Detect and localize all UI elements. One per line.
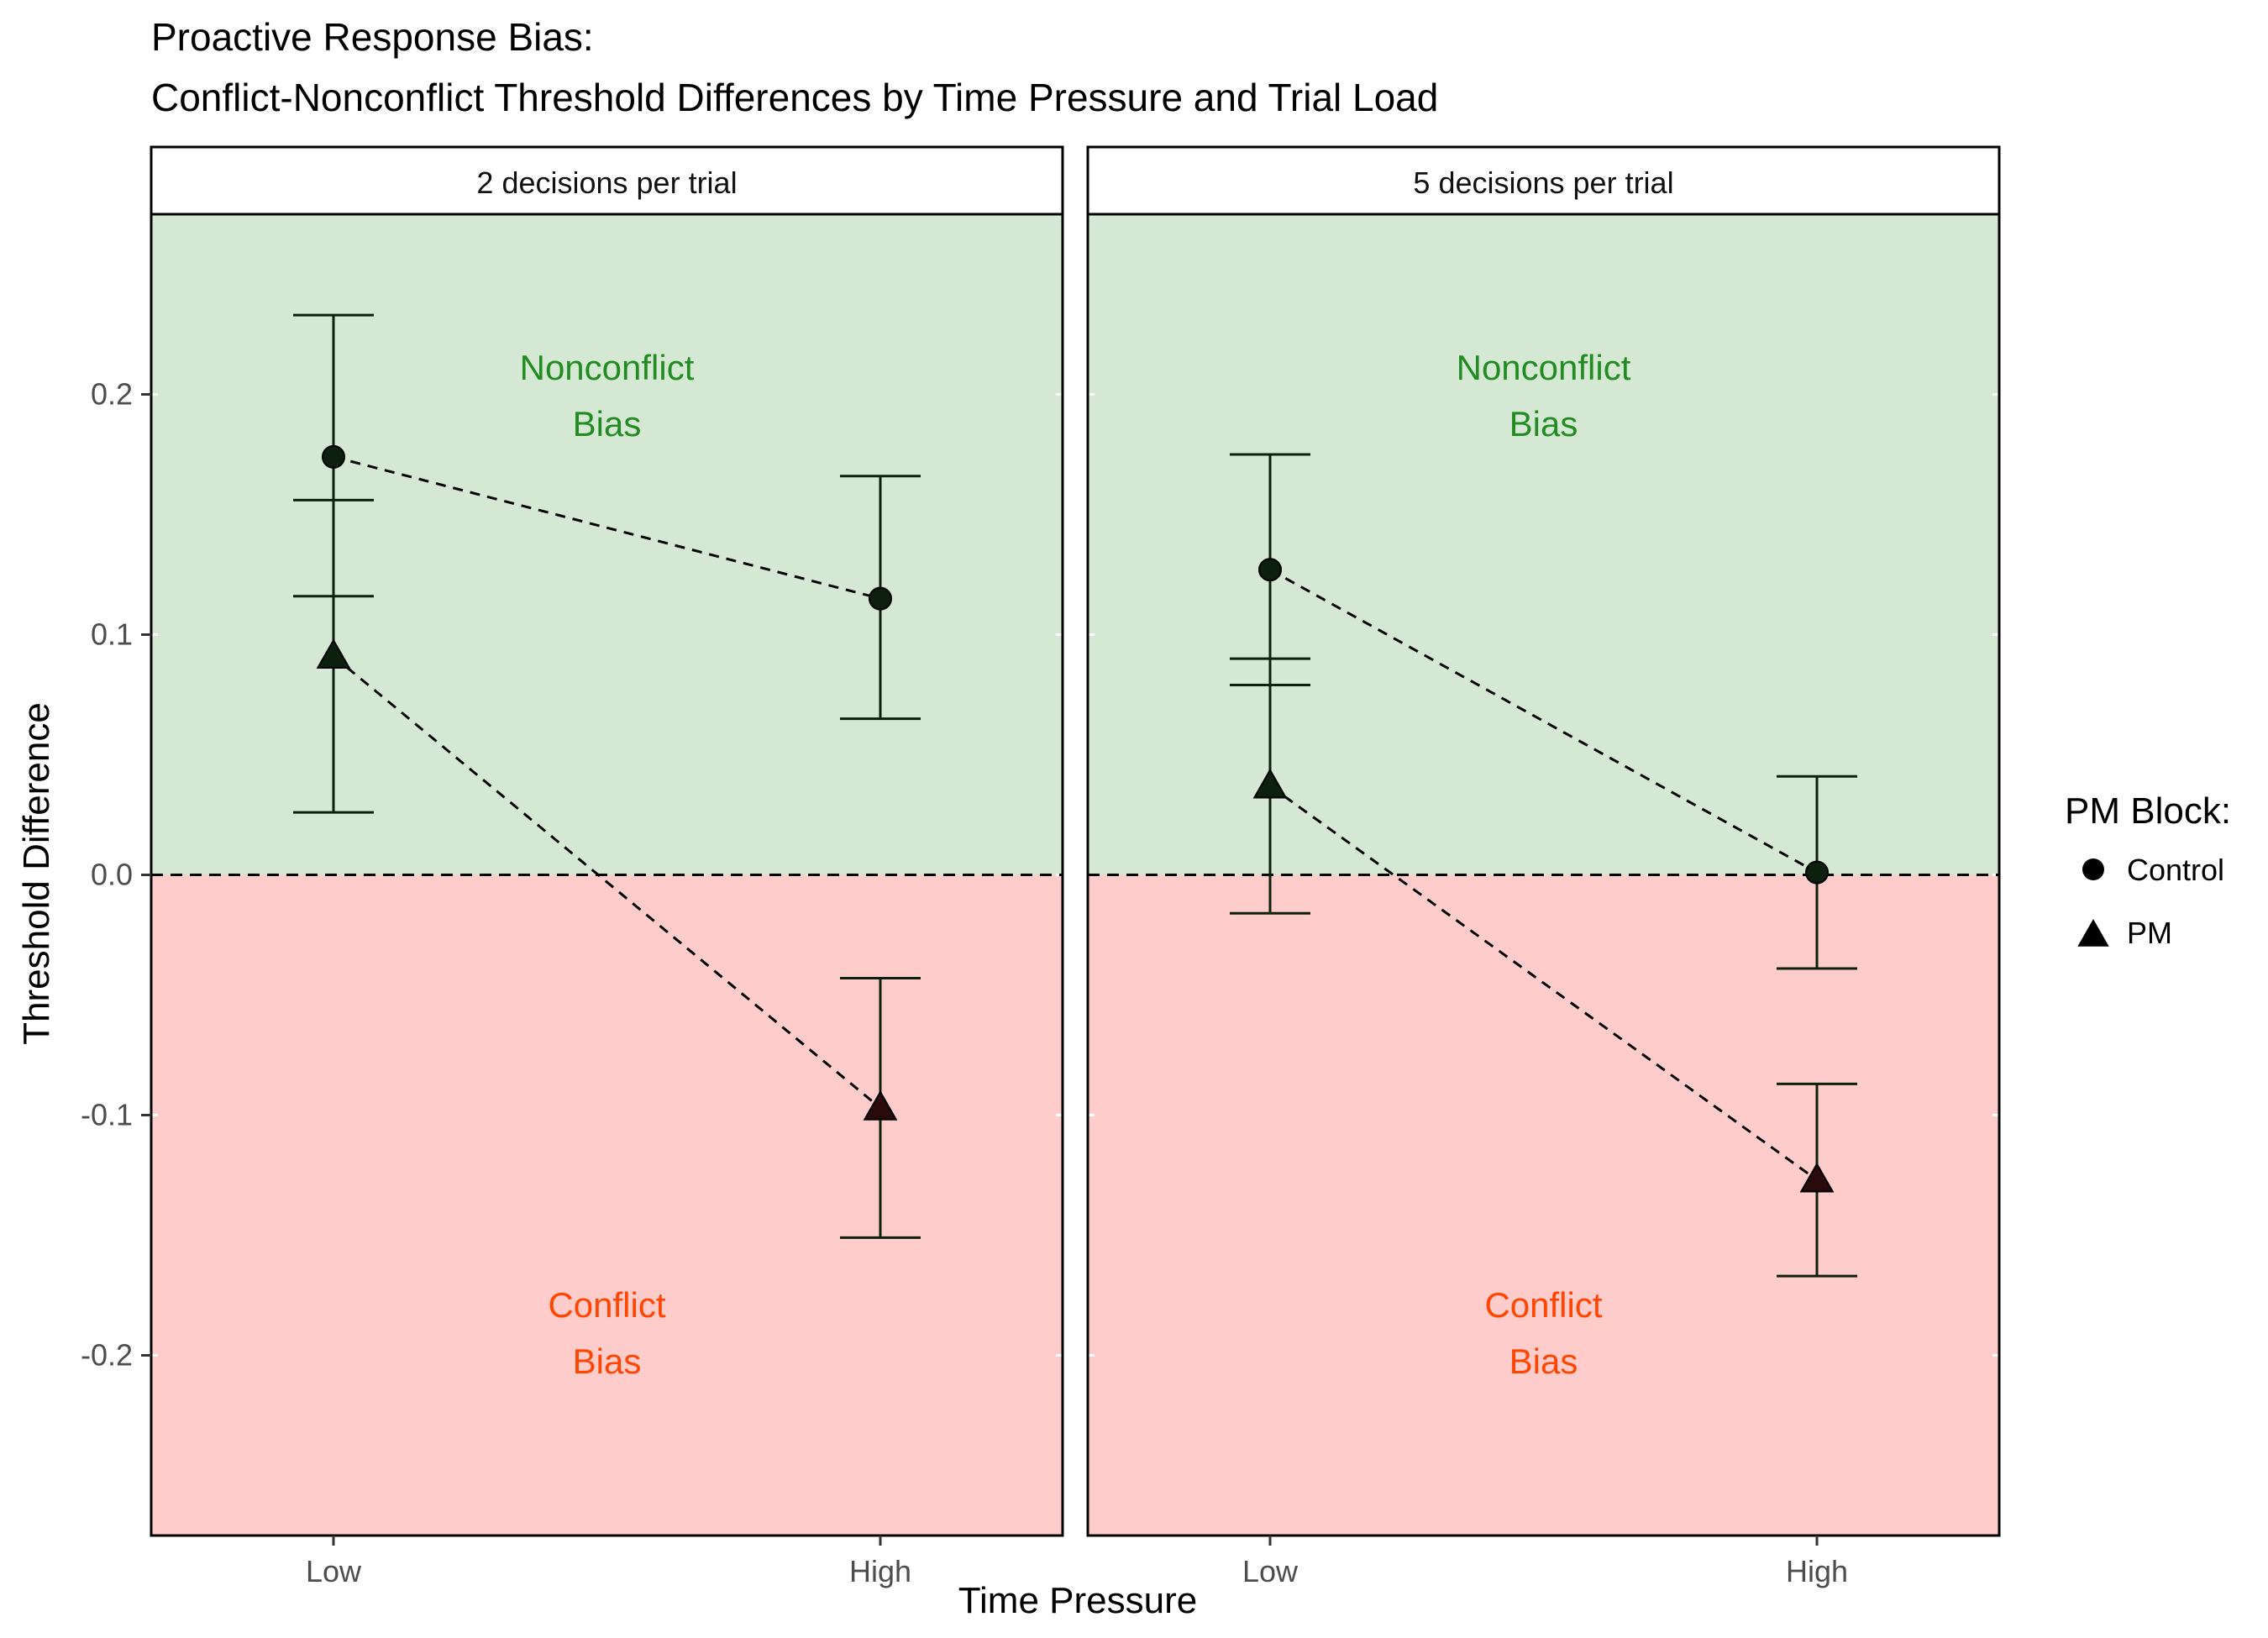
x-tick-label: Low xyxy=(1242,1554,1299,1588)
nonconflict-label: Bias xyxy=(573,404,642,444)
y-tick-label: 0.1 xyxy=(91,617,133,652)
panel-strip xyxy=(150,145,1064,216)
x-tick-label: High xyxy=(849,1554,911,1588)
x-tick-label: High xyxy=(1786,1554,1848,1588)
control-point xyxy=(1258,558,1282,582)
conflict-region xyxy=(151,874,1063,1536)
pm-point xyxy=(863,1089,898,1121)
legend-triangle-key xyxy=(2077,919,2109,947)
panel-strip-label: 5 decisions per trial xyxy=(1413,165,1673,200)
x-tick-label: Low xyxy=(306,1554,362,1588)
conflict-region xyxy=(1088,874,1999,1536)
pm-point xyxy=(316,638,351,669)
legend: PM Block: Control PM xyxy=(2065,790,2231,950)
pm-point xyxy=(1799,1162,1835,1193)
panel-strip xyxy=(1086,145,2001,216)
pm-point xyxy=(1252,768,1288,799)
nonconflict-label: Bias xyxy=(1509,404,1578,444)
chart-title-line-2: Conflict-Nonconflict Threshold Differenc… xyxy=(151,76,1438,119)
nonconflict-label: Nonconflict xyxy=(1457,348,1631,387)
y-tick-label: -0.2 xyxy=(81,1338,133,1373)
y-tick-label: 0.0 xyxy=(91,858,133,892)
conflict-label: Conflict xyxy=(1484,1285,1602,1325)
pm-line xyxy=(333,655,881,1110)
panel-strip-label: 2 decisions per trial xyxy=(476,165,737,200)
chart-title-line-1: Proactive Response Bias: xyxy=(151,15,594,59)
nonconflict-region xyxy=(1088,214,1999,875)
x-axis-title: Time Pressure xyxy=(958,1580,1197,1621)
y-tick-label: 0.2 xyxy=(91,377,133,412)
legend-entry-label: PM xyxy=(2127,916,2172,950)
legend-circle-key xyxy=(2082,858,2104,880)
conflict-label: Bias xyxy=(1509,1341,1578,1381)
y-axis-title: Threshold Difference xyxy=(16,702,57,1045)
y-tick-label: -0.1 xyxy=(81,1098,133,1132)
control-point xyxy=(322,444,345,469)
control-line xyxy=(1269,568,1818,874)
control-point xyxy=(1805,860,1829,885)
conflict-label: Bias xyxy=(573,1341,642,1381)
legend-keys: Control PM xyxy=(2077,853,2224,950)
pm-line xyxy=(1269,785,1818,1181)
nonconflict-label: Nonconflict xyxy=(520,348,695,387)
panels: Nonconflict Bias Conflict Bias 2 decisions p… xyxy=(81,145,2001,1588)
legend-entry-label: Control xyxy=(2127,853,2224,887)
control-line xyxy=(333,455,881,601)
control-point xyxy=(869,586,892,611)
nonconflict-region xyxy=(151,214,1063,875)
conflict-label: Conflict xyxy=(548,1285,665,1325)
legend-title: PM Block: xyxy=(2065,790,2231,832)
